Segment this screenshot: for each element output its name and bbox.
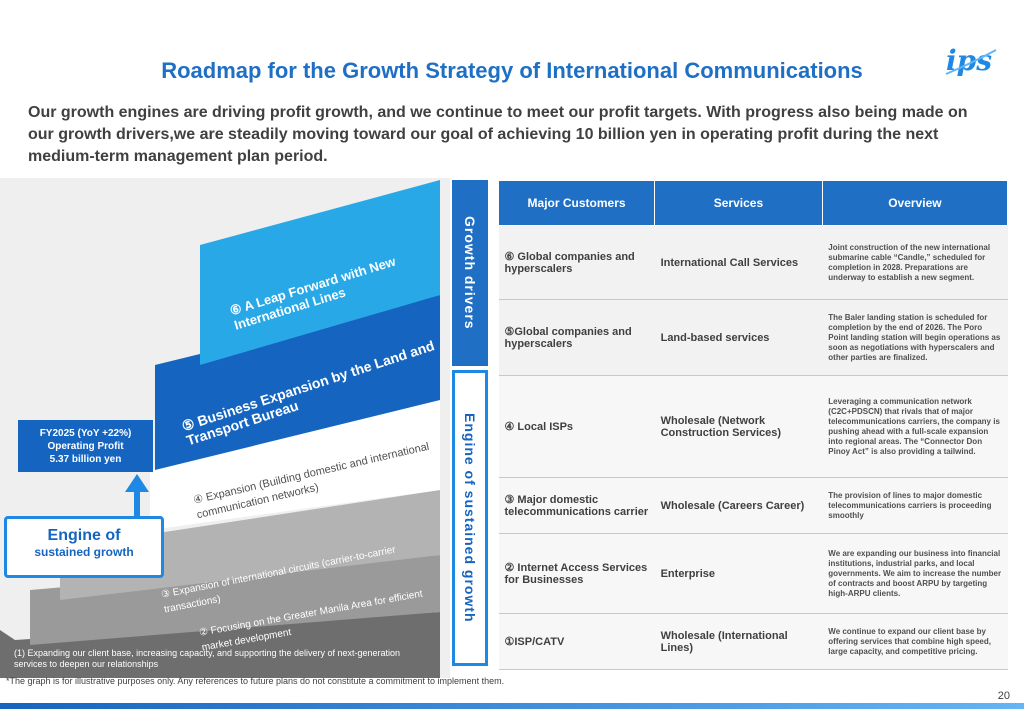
bottom-accent-bar: [0, 703, 1024, 709]
growth-drivers-label: Growth drivers: [462, 216, 478, 330]
overview-cell: The Baler landing station is scheduled f…: [822, 299, 1008, 376]
service-cell: International Call Services: [654, 225, 823, 300]
fy2025-callout: FY2025 (YoY +22%) Operating Profit 5.37 …: [18, 420, 153, 472]
engine-bar: Engine of sustained growth: [452, 370, 488, 666]
customer-cell: ④ Local ISPs: [498, 375, 655, 478]
overview-cell: We are expanding our business into finan…: [822, 533, 1008, 614]
table-row: ④ Local ISPs Wholesale (Network Construc…: [498, 375, 1008, 478]
engine-box-line-1: Engine of: [47, 527, 121, 544]
customer-cell: ⑤Global companies and hyperscalers: [498, 299, 655, 376]
service-cell: Wholesale (Network Construction Services…: [654, 375, 823, 478]
callout-line-1: FY2025 (YoY +22%): [39, 427, 132, 439]
service-cell: Land-based services: [654, 299, 823, 376]
table-row: ② Internet Access Services for Businesse…: [498, 533, 1008, 614]
overview-cell: Joint construction of the new internatio…: [822, 225, 1008, 300]
overview-cell: Leveraging a communication network (C2C+…: [822, 375, 1008, 478]
page-number: 20: [997, 690, 1010, 702]
customer-cell: ①ISP/CATV: [498, 613, 655, 670]
overview-cell: We continue to expand our client base by…: [822, 613, 1008, 670]
engine-label: Engine of sustained growth: [462, 413, 478, 623]
table-row: ⑤Global companies and hyperscalers Land-…: [498, 299, 1008, 376]
company-logo: ips: [945, 44, 997, 77]
header-services: Services: [654, 180, 823, 226]
table-row: ①ISP/CATV Wholesale (International Lines…: [498, 613, 1008, 670]
customer-cell: ③ Major domestic telecommunications carr…: [498, 477, 655, 534]
header-overview: Overview: [821, 180, 1009, 226]
header-customers: Major Customers: [497, 180, 656, 226]
callout-line-3: 5.37 billion yen: [49, 453, 122, 465]
table-header-row: Major Customers Services Overview: [497, 180, 1009, 226]
callout-line-2: Operating Profit: [47, 440, 124, 452]
customer-cell: ⑥ Global companies and hyperscalers: [498, 225, 655, 300]
service-cell: Wholesale (Careers Career): [654, 477, 823, 534]
growth-drivers-bar: Growth drivers: [452, 180, 488, 366]
table-row: ③ Major domestic telecommunications carr…: [498, 477, 1008, 534]
growth-staircase: [0, 178, 450, 678]
engine-box-line-2: sustained growth: [34, 545, 134, 559]
customer-cell: ② Internet Access Services for Businesse…: [498, 533, 655, 614]
service-cell: Wholesale (International Lines): [654, 613, 823, 670]
page-title: Roadmap for the Growth Strategy of Inter…: [161, 58, 863, 83]
table-row: ⑥ Global companies and hyperscalers Inte…: [498, 225, 1008, 300]
overview-cell: The provision of lines to major domestic…: [822, 477, 1008, 534]
footnote: *The graph is for illustrative purposes …: [6, 676, 505, 686]
customer-services-table: Major Customers Services Overview ⑥ Glob…: [497, 180, 1009, 670]
intro-text: Our growth engines are driving profit gr…: [28, 104, 968, 165]
step-1-label: (1) Expanding our client base, increasin…: [14, 648, 401, 669]
engine-of-growth-box: Engine of sustained growth: [4, 516, 164, 578]
service-cell: Enterprise: [654, 533, 823, 614]
